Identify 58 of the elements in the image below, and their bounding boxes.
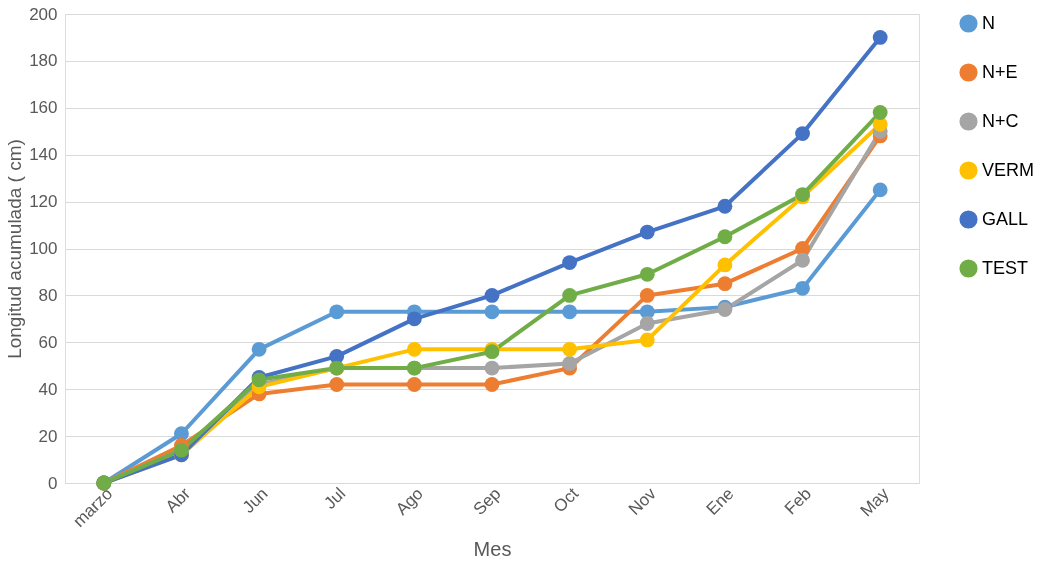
x-tick-label: Jun (238, 484, 272, 517)
x-tick-label: Ene (702, 484, 738, 519)
point (717, 229, 733, 245)
point (639, 224, 655, 240)
y-tick-label: 0 (48, 473, 58, 493)
x-axis-title: Mes (473, 538, 512, 561)
point (406, 377, 422, 392)
point (872, 182, 888, 198)
x-tick-label: Sep (469, 484, 505, 519)
legend-label: N+C (982, 110, 1019, 131)
point (484, 360, 500, 376)
x-tick-label: Jul (320, 484, 350, 513)
point (562, 341, 578, 357)
x-tick-label: Nov (624, 483, 661, 519)
x-tick-label: Feb (780, 484, 816, 519)
point (562, 356, 578, 371)
y-tick-label: 160 (29, 98, 58, 118)
point (639, 332, 655, 348)
y-tick-label: 100 (29, 239, 58, 258)
x-tick-label: Abr (161, 483, 195, 517)
point (406, 311, 422, 327)
y-axis-title: Longitud acumulada ( cm) (4, 139, 26, 359)
point (562, 255, 578, 270)
point (329, 377, 345, 392)
point (484, 304, 500, 320)
point (251, 341, 267, 357)
point (639, 288, 655, 303)
point (795, 280, 810, 296)
y-tick-label: 40 (38, 379, 58, 399)
point (717, 276, 733, 292)
point (406, 341, 422, 357)
legend-label: N+E (982, 61, 1018, 82)
legend-label: GALL (982, 208, 1029, 229)
y-tick-label: 120 (29, 192, 58, 212)
point (484, 288, 500, 303)
y-tick-label: 180 (29, 51, 58, 71)
point (717, 198, 733, 214)
y-tick-label: 60 (38, 332, 58, 352)
legend-label: TEST (982, 257, 1029, 278)
point (717, 257, 733, 273)
x-tick-label: Oct (550, 483, 583, 517)
point (795, 126, 810, 141)
point (562, 304, 578, 320)
point (484, 377, 500, 392)
point (795, 252, 810, 268)
point (872, 105, 888, 120)
point (639, 266, 655, 282)
y-tick-label: 20 (38, 426, 58, 446)
point (562, 288, 578, 303)
x-tick-label: Ago (392, 484, 427, 519)
point (639, 316, 655, 331)
y-tick-label: 80 (38, 285, 58, 305)
y-tick-label: 140 (29, 145, 58, 165)
point (329, 304, 345, 320)
legend-label: N (982, 12, 995, 33)
point (872, 30, 888, 45)
legend-label: VERM (982, 159, 1035, 180)
y-tick-label: 200 (29, 4, 58, 24)
